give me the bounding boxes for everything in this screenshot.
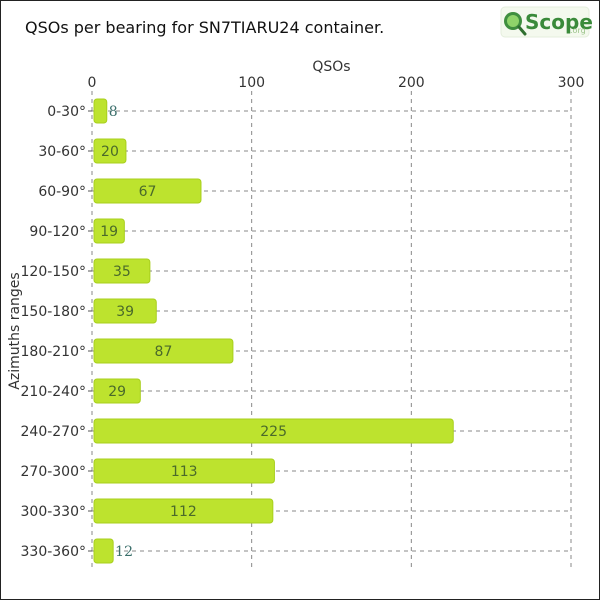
- bar: [93, 138, 127, 164]
- category-label: 240-270°: [21, 424, 87, 440]
- category-label: 30-60°: [38, 144, 86, 160]
- data-label: 29: [108, 384, 126, 400]
- data-label: 39: [116, 304, 134, 320]
- bar: [93, 98, 108, 124]
- category-labels: 0-30° 30-60° 60-90° 90-120° 120-150° 150-180°…: [21, 104, 87, 560]
- x-axis-ticks: 0 100 200 300: [88, 75, 585, 91]
- data-label: 225: [260, 424, 287, 440]
- category-label: 150-180°: [21, 304, 87, 320]
- x-axis-title: QSOs: [312, 59, 350, 75]
- bar: [93, 378, 141, 404]
- bar: [93, 418, 454, 444]
- category-label: 120-150°: [21, 264, 87, 280]
- data-label: 87: [155, 344, 173, 360]
- category-label: 0-30°: [47, 104, 86, 120]
- data-label: 12: [115, 544, 133, 560]
- x-tick-label: 100: [238, 75, 265, 91]
- category-label: 180-210°: [21, 344, 87, 360]
- category-label: 300-330°: [21, 504, 87, 520]
- x-tick-label: 300: [558, 75, 585, 91]
- bar: [93, 338, 234, 364]
- data-labels: 8 20 67 19 35 39 87 29 225 113 112 12: [100, 104, 287, 560]
- data-label: 8: [109, 104, 118, 120]
- chart-title: QSOs per bearing for SN7TIARU24 containe…: [25, 18, 384, 37]
- globe-icon: [507, 15, 519, 27]
- data-label: 113: [171, 464, 198, 480]
- x-tick-label: 200: [398, 75, 425, 91]
- magnifier-handle-icon: [517, 25, 527, 36]
- bar: [93, 218, 125, 244]
- category-label: 60-90°: [38, 184, 86, 200]
- grid-lines: [88, 91, 572, 571]
- category-label: 210-240°: [21, 384, 87, 400]
- data-label: 19: [100, 224, 118, 240]
- category-label: 270-300°: [21, 464, 87, 480]
- bar: [93, 498, 274, 524]
- bar: [93, 178, 202, 204]
- category-label: 90-120°: [29, 224, 86, 240]
- logo-suffix: .org: [570, 26, 586, 35]
- data-label: 20: [101, 144, 119, 160]
- data-label: 67: [139, 184, 157, 200]
- qscope-logo: Scope .org: [500, 6, 593, 38]
- data-label: 112: [170, 504, 197, 520]
- category-label: 330-360°: [21, 544, 87, 560]
- bar: [93, 298, 157, 324]
- bar: [93, 458, 275, 484]
- y-axis-title: Azimuths ranges: [7, 272, 23, 389]
- logo-name: Scope: [525, 10, 593, 34]
- x-tick-label: 0: [88, 75, 97, 91]
- bar: [93, 258, 151, 284]
- bars: [93, 98, 454, 564]
- data-label: 35: [113, 264, 131, 280]
- bar: [93, 538, 114, 564]
